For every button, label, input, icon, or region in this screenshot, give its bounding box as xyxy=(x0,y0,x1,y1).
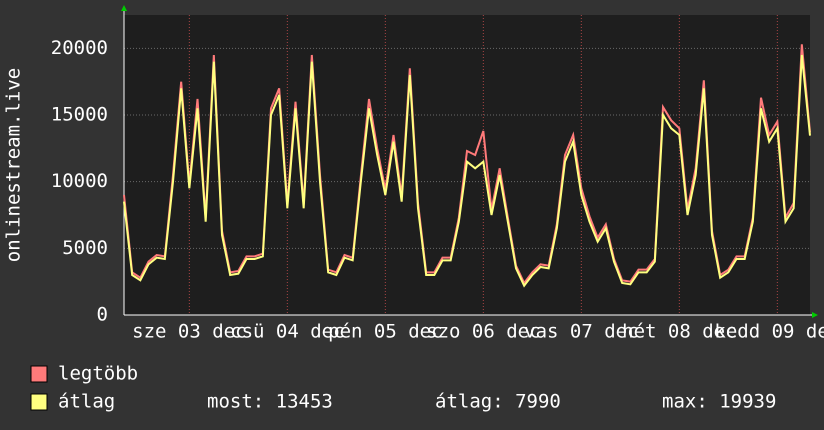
legend-swatch xyxy=(30,365,48,383)
y-tick-label: 5000 xyxy=(62,237,108,259)
x-tick-label: hét 08 dec xyxy=(622,321,736,343)
series-line xyxy=(123,54,811,288)
legend-stat: max: 19939 xyxy=(662,391,776,413)
legend-label: átlag xyxy=(58,391,115,413)
x-tick-label: kedd 09 dec xyxy=(714,321,824,343)
x-tick-label: vas 07 dec xyxy=(524,321,638,343)
axis-arrow xyxy=(121,5,127,11)
y-tick-label: 10000 xyxy=(51,170,108,192)
legend-swatch xyxy=(30,393,48,411)
x-tick-label: szo 06 dec xyxy=(426,321,540,343)
x-tick-label: pén 05 dec xyxy=(328,321,442,343)
legend-stat: most: 13453 xyxy=(207,391,333,413)
legend-label: legtöbb xyxy=(58,363,138,385)
x-tick-label: csü 04 dec xyxy=(230,321,344,343)
y-tick-label: 0 xyxy=(97,304,108,326)
y-axis-label: onlinestream.live xyxy=(3,68,25,262)
y-tick-label: 20000 xyxy=(51,37,108,59)
legend-stat: átlag: 7990 xyxy=(435,391,561,413)
y-tick-label: 15000 xyxy=(51,104,108,126)
axis-arrow xyxy=(812,312,818,318)
x-tick-label: sze 03 dec xyxy=(132,321,246,343)
